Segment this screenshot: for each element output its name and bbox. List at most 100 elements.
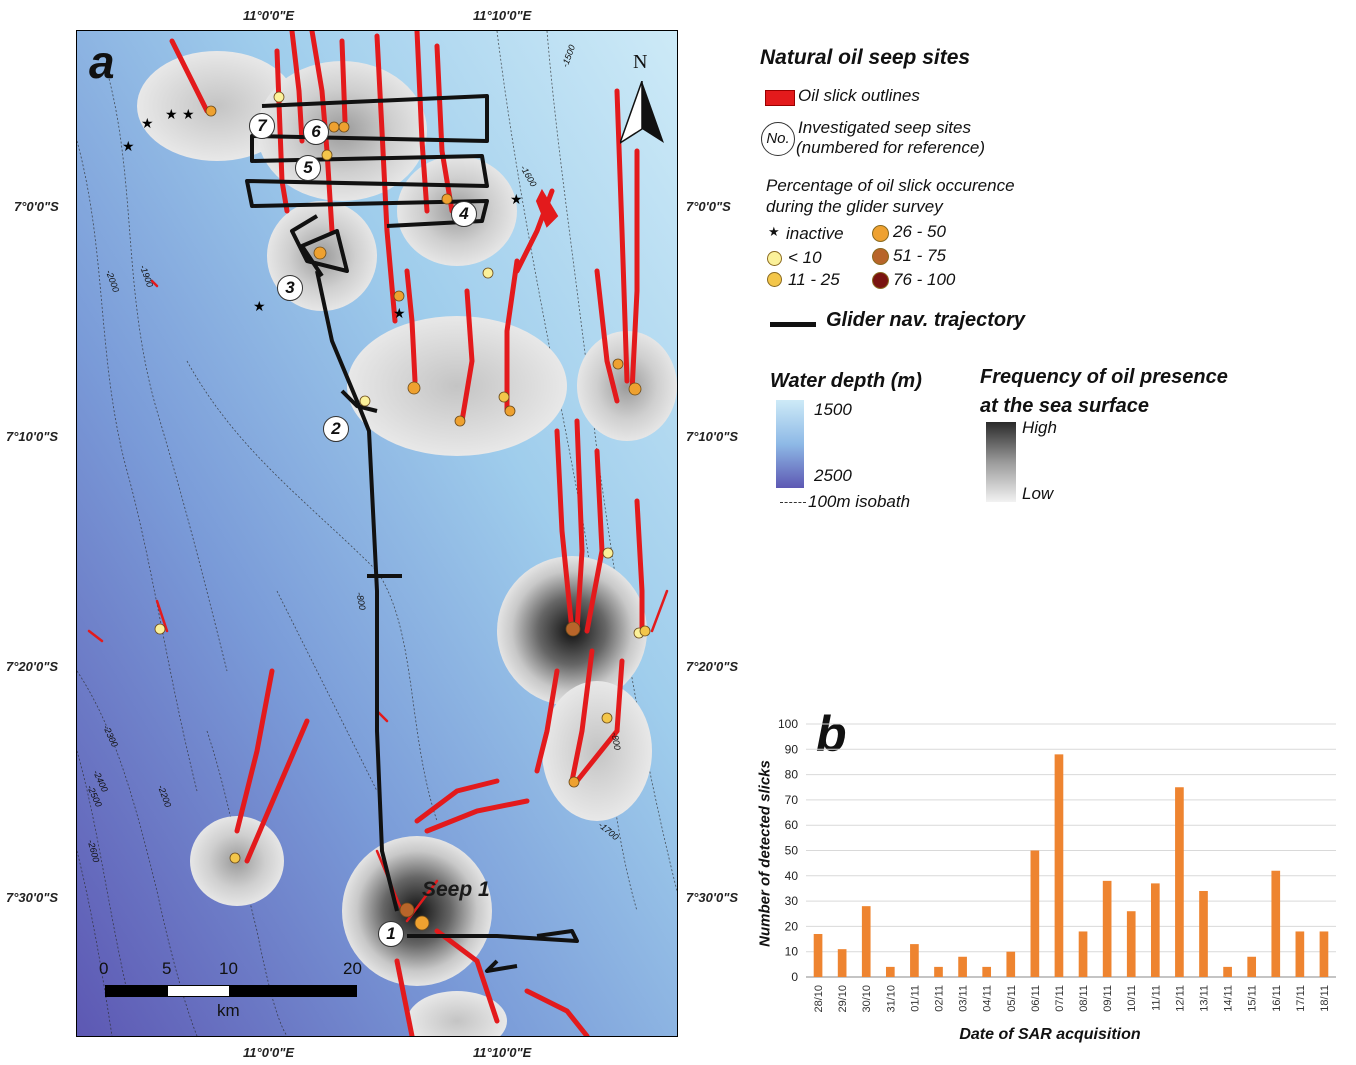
oil-slick-label: Oil slick outlines (798, 86, 920, 105)
chart-bar (1247, 956, 1257, 977)
site-marker-5: 5 (295, 155, 321, 181)
map-panel: ★ ★ ★ ★ ★ ★ ★ 7 6 5 4 3 2 1 Seep 1 -1500… (77, 31, 677, 1036)
scale-unit: km (217, 1001, 240, 1020)
chart-ytick-label: 100 (778, 717, 798, 731)
lat-label-left: 7°30'0"S (6, 890, 59, 905)
bar-chart: 0 10 20 30 40 50 60 70 80 90 100 28/10 29/10 30/10 31/… (778, 717, 1336, 1013)
chart-bar (861, 906, 871, 977)
class-11-25-label: 11 - 25 (788, 270, 840, 289)
svg-text:★: ★ (253, 299, 266, 315)
freq-high-label: High (1022, 418, 1057, 437)
lat-label-left: 7°20'0"S (6, 659, 59, 674)
chart-xtick-label: 17/11 (1295, 985, 1307, 1012)
chart-xtick-label: 02/11 (934, 985, 946, 1012)
class-51-75-dot (872, 248, 889, 265)
chart-xtick-label: 15/11 (1247, 985, 1259, 1012)
chart-ytick-label: 40 (785, 869, 799, 883)
lat-label-right: 7°30'0"S (686, 890, 739, 905)
class-lt10-label: < 10 (788, 248, 822, 267)
svg-text:★: ★ (510, 192, 523, 208)
chart-ytick-label: 70 (785, 793, 799, 807)
chart-ytick-label: 90 (785, 742, 799, 756)
seep-dots (154, 91, 651, 931)
chart-ytick-label: 50 (785, 844, 799, 858)
chart-ytick-label: 10 (785, 945, 799, 959)
percentage-label-2: during the glider survey (766, 197, 943, 216)
chart-bar (837, 949, 847, 977)
class-inactive-label: inactive (786, 224, 844, 243)
chart-xtick-label: 08/11 (1078, 985, 1090, 1012)
chart-xtick-label: 28/10 (813, 985, 825, 1013)
scale-tick: 20 (343, 959, 362, 978)
site-marker-1: 1 (378, 921, 404, 947)
chart-ytick-label: 60 (785, 818, 799, 832)
chart-bar (813, 933, 823, 977)
investigated-label-1: Investigated seep sites (798, 118, 971, 137)
chart-xtick-label: 29/10 (837, 985, 849, 1013)
chart-xtick-label: 05/11 (1006, 985, 1018, 1012)
glider-line-icon (770, 322, 816, 327)
freq-title-2: at the sea surface (980, 395, 1149, 417)
chart-xtick-label: 12/11 (1174, 985, 1186, 1012)
site-marker-2: 2 (323, 416, 349, 442)
chart-xtick-label: 11/11 (1150, 985, 1162, 1011)
percentage-label-1: Percentage of oil slick occurence (766, 176, 1015, 195)
lon-label-bottom: 11°10'0"E (473, 1045, 532, 1060)
chart-xtick-label: 31/10 (885, 985, 897, 1013)
chart-xtick-label: 13/11 (1199, 985, 1211, 1012)
scale-tick: 10 (219, 959, 238, 978)
chart-xtick-label: 06/11 (1030, 985, 1042, 1012)
chart-xtick-label: 10/11 (1126, 985, 1138, 1012)
chart-bar (982, 966, 992, 977)
chart-bar (1006, 951, 1016, 977)
chart-xtick-label: 03/11 (958, 985, 970, 1012)
chart-bar (1102, 880, 1112, 977)
class-inactive-star-icon: ★ (768, 225, 780, 240)
class-26-50-label: 26 - 50 (893, 222, 946, 241)
north-label: N (633, 51, 648, 73)
lat-label-left: 7°10'0"S (6, 429, 59, 444)
chart-xtick-label: 18/11 (1319, 985, 1331, 1012)
site-marker-7: 7 (249, 113, 275, 139)
class-76-100-label: 76 - 100 (893, 270, 956, 289)
scale-tick: 5 (162, 959, 172, 978)
chart-bar (1078, 931, 1088, 977)
chart-bar (1150, 883, 1160, 977)
depth-max-label: 1500 (814, 400, 852, 419)
chart-ytick-label: 0 (791, 970, 798, 984)
chart-xtick-label: 04/11 (982, 985, 994, 1012)
depth-colorbar (776, 400, 804, 488)
oil-slick-swatch (765, 90, 795, 106)
panel-letter-a: a (89, 36, 115, 88)
lon-label-top: 11°0'0"E (243, 8, 295, 23)
site-marker-4: 4 (451, 201, 477, 227)
depth-min-label: 2500 (814, 466, 852, 485)
class-lt10-dot (767, 251, 782, 266)
chart-bar (1030, 850, 1040, 977)
seep-1-label: Seep 1 (422, 878, 490, 901)
class-11-25-dot (767, 272, 782, 287)
chart-xtick-label: 30/10 (861, 985, 873, 1013)
freq-title-1: Frequency of oil presence (980, 366, 1228, 388)
class-76-100-dot (872, 272, 889, 289)
chart-bar (934, 966, 943, 977)
site-marker-6: 6 (303, 119, 329, 145)
chart-xtick-label: 01/11 (909, 985, 921, 1012)
class-51-75-label: 51 - 75 (893, 246, 946, 265)
isobath-label: 100m isobath (808, 492, 911, 511)
chart-bar (1223, 966, 1232, 977)
chart-bar (1271, 870, 1281, 977)
chart-bar (1126, 911, 1136, 977)
chart-ytick-label: 30 (785, 894, 799, 908)
glider-label: Glider nav. trajectory (826, 309, 1025, 331)
svg-text:★: ★ (165, 107, 178, 123)
north-arrow-icon (620, 81, 664, 144)
chart-bar (885, 966, 895, 977)
depth-title: Water depth (m) (770, 370, 922, 392)
freq-low-label: Low (1022, 484, 1054, 503)
map-frame (76, 30, 678, 1037)
glider-trajectory (245, 94, 579, 973)
lat-label-right: 7°10'0"S (686, 429, 739, 444)
chart-xtick-label: 14/11 (1223, 985, 1235, 1012)
chart-bar (1175, 787, 1184, 977)
